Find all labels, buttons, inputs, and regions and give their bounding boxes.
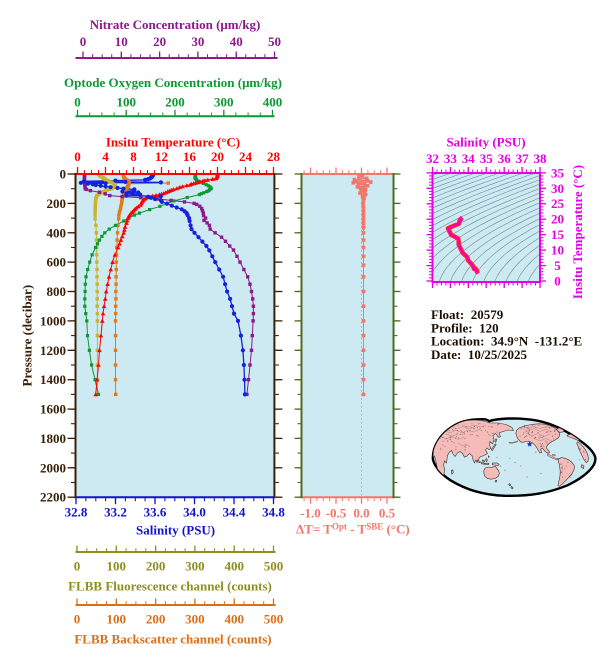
svg-text:0: 0 — [80, 34, 87, 49]
svg-text:34.0: 34.0 — [183, 504, 206, 519]
svg-text:15: 15 — [551, 227, 565, 242]
svg-text:32.8: 32.8 — [65, 504, 88, 519]
svg-text:36: 36 — [498, 151, 512, 166]
svg-text:34.4: 34.4 — [223, 504, 246, 519]
svg-text:30: 30 — [551, 181, 564, 196]
svg-text:38: 38 — [534, 151, 548, 166]
svg-text:0: 0 — [74, 612, 81, 627]
svg-text:0.0: 0.0 — [353, 505, 369, 520]
svg-text:100: 100 — [116, 95, 136, 110]
svg-text:33.2: 33.2 — [104, 504, 127, 519]
svg-text:1200: 1200 — [40, 343, 66, 358]
svg-text:0: 0 — [74, 95, 81, 110]
svg-text:30: 30 — [191, 34, 204, 49]
svg-text:300: 300 — [185, 559, 205, 574]
svg-text:32: 32 — [426, 151, 439, 166]
svg-text:400: 400 — [224, 612, 244, 627]
svg-text:4: 4 — [102, 149, 109, 164]
svg-text:800: 800 — [47, 284, 67, 299]
svg-text:Salinity (PSU): Salinity (PSU) — [136, 523, 215, 538]
svg-text:1400: 1400 — [40, 372, 66, 387]
svg-text:300: 300 — [214, 95, 234, 110]
svg-text:200: 200 — [146, 612, 166, 627]
svg-text:Date: 10/25/2025: Date: 10/25/2025 — [431, 347, 528, 362]
svg-text:Profile: 120: Profile: 120 — [431, 320, 499, 335]
svg-text:FLBB Backscatter channel (coun: FLBB Backscatter channel (counts) — [74, 631, 271, 646]
svg-text:0: 0 — [74, 149, 81, 164]
svg-text:100: 100 — [107, 559, 127, 574]
svg-text:Location: 34.9°N -131.2°E: Location: 34.9°N -131.2°E — [431, 334, 582, 349]
svg-text:500: 500 — [264, 612, 284, 627]
svg-text:200: 200 — [47, 196, 67, 211]
svg-text:37: 37 — [516, 151, 530, 166]
svg-text:2000: 2000 — [40, 460, 66, 475]
svg-text:12: 12 — [155, 149, 168, 164]
svg-text:34: 34 — [462, 151, 476, 166]
svg-text:Nitrate Concentration (μm/kg): Nitrate Concentration (μm/kg) — [90, 17, 261, 32]
svg-text:Insitu Temperature (°C): Insitu Temperature (°C) — [570, 165, 585, 299]
svg-text:20: 20 — [211, 149, 224, 164]
svg-text:300: 300 — [185, 612, 205, 627]
svg-text:400: 400 — [47, 225, 67, 240]
svg-text:33.6: 33.6 — [144, 504, 167, 519]
svg-text:500: 500 — [264, 559, 284, 574]
svg-text:10: 10 — [115, 34, 128, 49]
svg-text:33: 33 — [444, 151, 458, 166]
svg-text:1800: 1800 — [40, 431, 66, 446]
svg-text:100: 100 — [107, 612, 127, 627]
svg-text:Float: 20579: Float: 20579 — [431, 307, 504, 322]
svg-text:25: 25 — [551, 196, 565, 211]
svg-text:0: 0 — [60, 167, 67, 182]
svg-text:0: 0 — [554, 274, 561, 289]
svg-text:1600: 1600 — [40, 402, 66, 417]
svg-text:28: 28 — [267, 149, 281, 164]
svg-text:0: 0 — [74, 559, 81, 574]
svg-text:5: 5 — [554, 258, 561, 273]
svg-text:40: 40 — [230, 34, 243, 49]
svg-text:34.8: 34.8 — [262, 504, 285, 519]
svg-text:400: 400 — [263, 95, 283, 110]
svg-text:2200: 2200 — [40, 490, 66, 505]
svg-text:Salinity (PSU): Salinity (PSU) — [446, 135, 525, 150]
svg-text:Pressure (decibar): Pressure (decibar) — [20, 285, 35, 387]
svg-text:35: 35 — [551, 165, 565, 180]
svg-text:24: 24 — [239, 149, 253, 164]
svg-text:Insitu Temperature (°C): Insitu Temperature (°C) — [106, 135, 240, 150]
svg-text:600: 600 — [47, 255, 67, 270]
svg-text:0.5: 0.5 — [379, 505, 396, 520]
svg-text:-1.0: -1.0 — [300, 505, 321, 520]
svg-text:35: 35 — [480, 151, 494, 166]
svg-text:16: 16 — [183, 149, 197, 164]
svg-text:-0.5: -0.5 — [326, 505, 347, 520]
svg-text:8: 8 — [130, 149, 137, 164]
svg-text:Optode Oxygen Concentration (μ: Optode Oxygen Concentration (μm/kg) — [64, 75, 282, 90]
svg-text:200: 200 — [146, 559, 166, 574]
svg-text:10: 10 — [551, 243, 564, 258]
svg-text:50: 50 — [268, 34, 281, 49]
svg-text:FLBB Fluorescence channel (cou: FLBB Fluorescence channel (counts) — [68, 578, 272, 593]
svg-text:20: 20 — [153, 34, 166, 49]
svg-text:200: 200 — [165, 95, 185, 110]
svg-text:20: 20 — [551, 212, 564, 227]
svg-text:1000: 1000 — [40, 313, 66, 328]
svg-text:400: 400 — [224, 559, 244, 574]
svg-text:ΔT= TOpt - TSBE (°C): ΔT= TOpt - TSBE (°C) — [296, 522, 410, 537]
